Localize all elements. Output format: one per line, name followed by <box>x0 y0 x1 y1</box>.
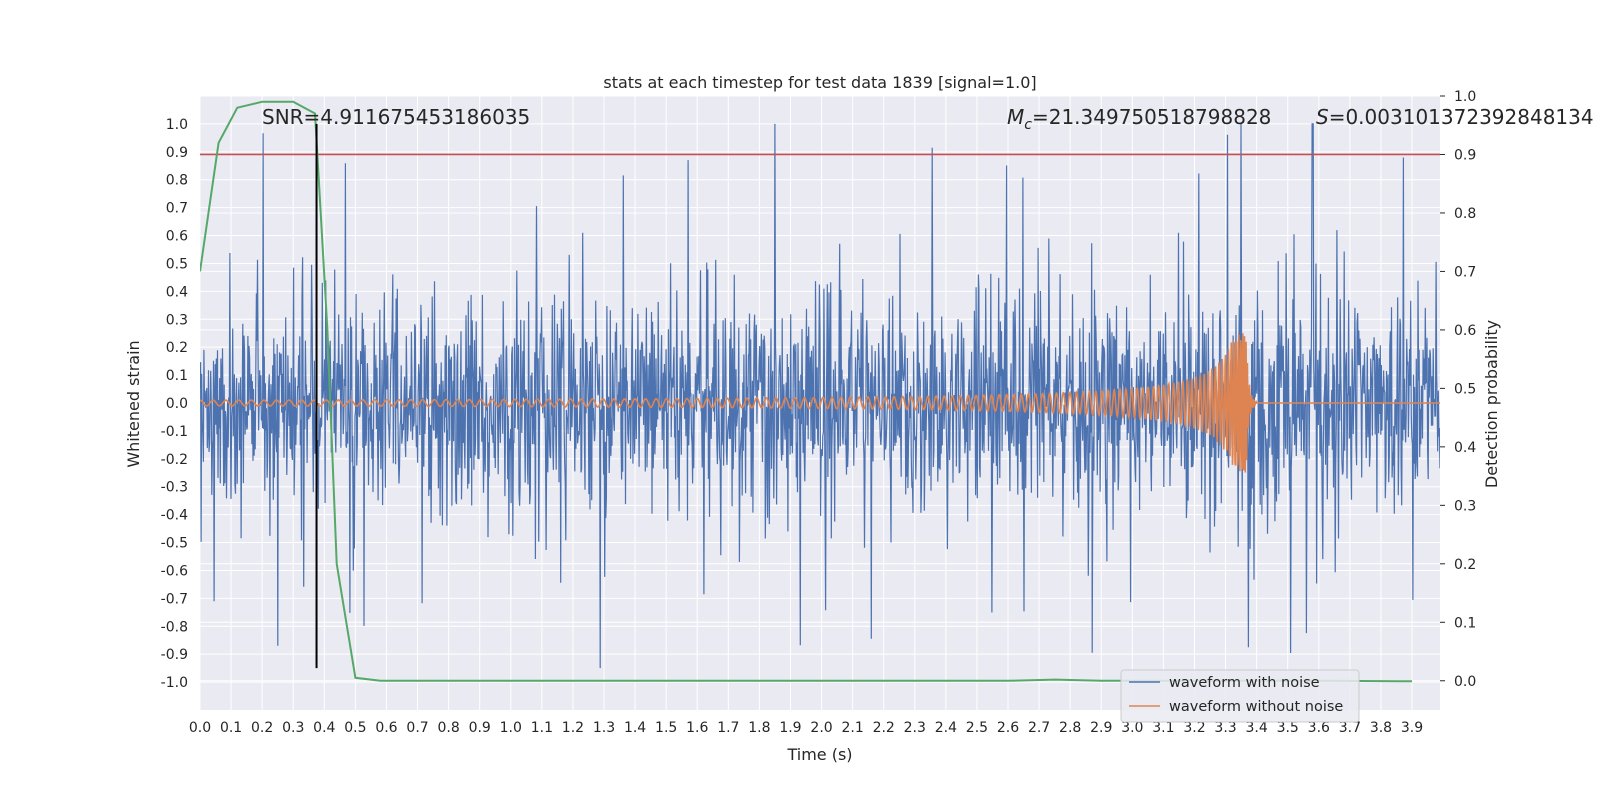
y-tick-label: 0.8 <box>166 173 188 189</box>
series-waveform-without-noise <box>200 333 1440 473</box>
right-tick-label: 0.3 <box>1454 498 1476 514</box>
right-tick-label: 0.5 <box>1454 381 1476 397</box>
x-tick-label: 1.9 <box>779 720 801 736</box>
x-tick-label: 1.8 <box>748 720 770 736</box>
chart-title: stats at each timestep for test data 183… <box>603 73 1036 92</box>
x-tick-label: 1.1 <box>531 720 553 736</box>
x-axis-ticks: 0.0 0.1 0.2 0.3 0.4 0.5 0.6 0.7 0.8 0.9 1.0 1.1 1.2 1… <box>189 720 1423 736</box>
x-tick-label: 2.8 <box>1059 720 1081 736</box>
x-tick-label: 0.9 <box>469 720 491 736</box>
x-tick-label: 0.5 <box>344 720 366 736</box>
y-tick-label: -1.0 <box>161 675 188 691</box>
x-tick-label: 3.0 <box>1121 720 1143 736</box>
x-tick-label: 3.3 <box>1214 720 1236 736</box>
y-tick-label: -0.7 <box>161 591 188 607</box>
x-tick-label: 1.2 <box>562 720 584 736</box>
x-tick-label: 0.2 <box>251 720 273 736</box>
x-tick-label: 0.4 <box>313 720 335 736</box>
legend-label-noise: waveform with noise <box>1169 675 1320 691</box>
snr-annotation: SNR=4.911675453186035 <box>262 105 530 129</box>
x-tick-label: 2.7 <box>1028 720 1050 736</box>
x-tick-label: 3.8 <box>1370 720 1392 736</box>
right-tick-label: 0.7 <box>1454 264 1476 280</box>
x-tick-label: 3.2 <box>1183 720 1205 736</box>
x-tick-label: 3.1 <box>1152 720 1174 736</box>
right-tick-label: 1.0 <box>1454 89 1476 105</box>
x-tick-label: 2.9 <box>1090 720 1112 736</box>
y-axis-ticks: 1.0 0.9 0.8 0.7 0.6 0.5 0.4 0.3 0.2 0.1 0.0 -0.1 -0.… <box>161 117 188 691</box>
right-axis-label: Detection probability <box>1482 320 1501 488</box>
series-detection-probability <box>200 100 1413 683</box>
x-tick-label: 0.1 <box>220 720 242 736</box>
y-tick-label: 0.3 <box>166 312 188 328</box>
x-tick-label: 1.0 <box>500 720 522 736</box>
s-value: =0.003101372392848134 <box>1329 105 1594 129</box>
y-tick-label: 0.1 <box>166 368 188 384</box>
right-tick-label: 0.2 <box>1454 557 1476 573</box>
x-tick-label: 1.3 <box>593 720 615 736</box>
series-layer <box>200 100 1440 683</box>
x-tick-label: 0.7 <box>406 720 428 736</box>
y-tick-label: 0.2 <box>166 340 188 356</box>
right-axis-ticks: 1.0 0.9 0.8 0.7 0.6 0.5 0.4 0.3 0.2 0.1 0.0 <box>1440 89 1476 690</box>
y-tick-label: 0.6 <box>166 229 188 245</box>
y-tick-label: 0.9 <box>166 145 188 161</box>
right-tick-label: 0.0 <box>1454 674 1476 690</box>
legend: waveform with noise waveform without noi… <box>1120 669 1360 723</box>
y-tick-label: -0.8 <box>161 619 188 635</box>
x-tick-label: 2.6 <box>997 720 1019 736</box>
s-annotation: S=0.003101372392848134 <box>1316 105 1594 129</box>
x-tick-label: 0.3 <box>282 720 304 736</box>
x-axis-label: Time (s) <box>786 745 852 764</box>
chirp-mass-subscript: c <box>1024 117 1032 133</box>
y-tick-label: -0.6 <box>161 563 188 579</box>
legend-label-clean: waveform without noise <box>1169 699 1343 715</box>
right-tick-label: 0.4 <box>1454 440 1476 456</box>
right-tick-label: 0.8 <box>1454 206 1476 222</box>
x-tick-label: 3.7 <box>1339 720 1361 736</box>
x-tick-label: 2.0 <box>810 720 832 736</box>
y-tick-label: -0.3 <box>161 480 188 496</box>
y-tick-label: -0.5 <box>161 536 188 552</box>
y-tick-label: -0.4 <box>161 508 188 524</box>
s-symbol: S <box>1316 105 1329 129</box>
y-tick-label: 0.7 <box>166 201 188 217</box>
y-axis-label: Whitened strain <box>124 340 143 467</box>
x-tick-label: 0.0 <box>189 720 211 736</box>
x-tick-label: 0.8 <box>437 720 459 736</box>
x-tick-label: 1.6 <box>686 720 708 736</box>
x-tick-label: 1.4 <box>624 720 646 736</box>
y-tick-label: -0.9 <box>161 647 188 663</box>
x-tick-label: 3.6 <box>1308 720 1330 736</box>
y-tick-label: -0.2 <box>161 452 188 468</box>
right-tick-label: 0.9 <box>1454 147 1476 163</box>
right-tick-label: 0.1 <box>1454 615 1476 631</box>
legend-box <box>1120 669 1360 723</box>
x-tick-label: 0.6 <box>375 720 397 736</box>
y-tick-label: -0.1 <box>161 424 188 440</box>
x-tick-label: 3.5 <box>1277 720 1299 736</box>
x-tick-label: 2.3 <box>904 720 926 736</box>
x-tick-label: 3.4 <box>1246 720 1268 736</box>
x-tick-label: 2.1 <box>841 720 863 736</box>
y-tick-label: 1.0 <box>166 117 188 133</box>
chirp-mass-annotation: Mc=21.349750518798828 <box>1007 105 1271 133</box>
right-tick-label: 0.6 <box>1454 323 1476 339</box>
y-tick-label: 0.5 <box>166 256 188 272</box>
y-tick-label: 0.0 <box>166 396 188 412</box>
x-tick-label: 1.7 <box>717 720 739 736</box>
y-tick-label: 0.4 <box>166 284 188 300</box>
chirp-mass-symbol: M <box>1007 105 1024 129</box>
x-tick-label: 2.4 <box>935 720 957 736</box>
chirp-mass-value: =21.349750518798828 <box>1032 105 1271 129</box>
x-tick-label: 2.5 <box>966 720 988 736</box>
x-tick-label: 3.9 <box>1401 720 1423 736</box>
x-tick-label: 2.2 <box>873 720 895 736</box>
x-tick-label: 1.5 <box>655 720 677 736</box>
